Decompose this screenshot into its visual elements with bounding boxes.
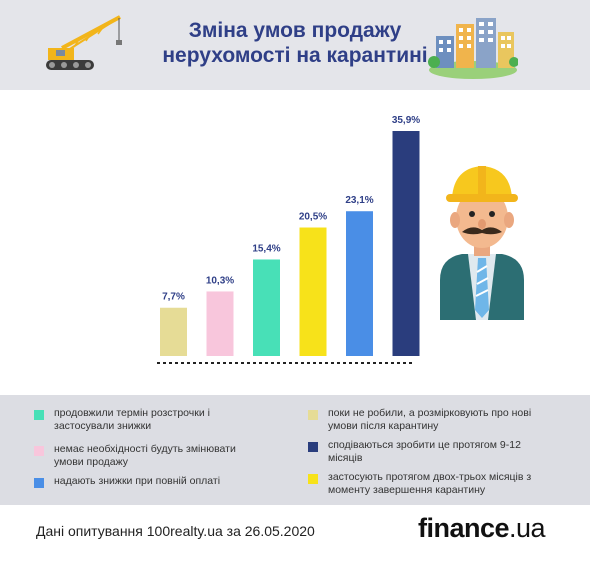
chart-title: Зміна умов продажу нерухомості на карант… (150, 18, 440, 68)
bar-value-label: 20,5% (299, 212, 327, 223)
bar (392, 131, 420, 356)
header: Зміна умов продажу нерухомості на карант… (0, 0, 590, 90)
legend-item: поки не робили, а розмірковують про нові… (308, 407, 553, 433)
buildings-icon (428, 18, 518, 79)
legend-swatch (34, 410, 44, 420)
chart-area: 7,7% 10,3% 15,4% 20,5% 23,1% 35,9% (0, 90, 590, 395)
legend-label: продовжили термін розстрочки і застосува… (54, 407, 210, 432)
legend-item: сподіваються зробити це протягом 9-12 мі… (308, 439, 553, 465)
title-line-2: нерухомості на карантині (162, 44, 428, 67)
legend-item: продовжили термін розстрочки і застосува… (34, 407, 264, 433)
bar (206, 291, 234, 356)
legend-swatch (308, 474, 318, 484)
brand-logo: finance.ua (418, 513, 546, 544)
legend-label: поки не робили, а розмірковують про нові… (328, 407, 532, 432)
brand-main: finance (418, 513, 510, 543)
crane-icon (46, 15, 122, 70)
builder-man-icon (440, 166, 524, 320)
bar-value-label: 23,1% (345, 195, 373, 206)
legend-item: застосують протягом двох-трьох місяців з… (308, 471, 553, 497)
legend-item: немає необхідності будуть змінювати умов… (34, 443, 264, 469)
source-note: Дані опитування 100realty.ua за 26.05.20… (36, 523, 315, 539)
bar-value-label: 15,4% (252, 243, 280, 254)
bar (253, 259, 280, 356)
title-line-1: Зміна умов продажу (188, 19, 402, 42)
bar-chart: 7,7% 10,3% 15,4% 20,5% 23,1% 35,9% (157, 115, 420, 364)
legend-label: застосують протягом двох-трьох місяців з… (328, 471, 532, 496)
legend: продовжили термін розстрочки і застосува… (0, 395, 590, 505)
legend-swatch (34, 478, 44, 488)
legend-swatch (34, 446, 44, 456)
bar (346, 211, 373, 356)
brand-suffix: .ua (509, 513, 546, 543)
footer: Дані опитування 100realty.ua за 26.05.20… (0, 505, 590, 568)
legend-item: надають знижки при повній оплаті (34, 475, 264, 488)
legend-swatch (308, 442, 318, 452)
legend-label: сподіваються зробити це протягом 9-12 мі… (328, 439, 521, 464)
legend-swatch (308, 410, 318, 420)
bar-value-label: 7,7% (162, 292, 185, 303)
legend-label: немає необхідності будуть змінювати умов… (54, 443, 236, 468)
bar (160, 307, 187, 356)
legend-label: надають знижки при повній оплаті (54, 475, 221, 487)
bar-value-label: 35,9% (392, 115, 420, 126)
bar-value-label: 10,3% (206, 275, 234, 286)
bar (299, 227, 327, 356)
